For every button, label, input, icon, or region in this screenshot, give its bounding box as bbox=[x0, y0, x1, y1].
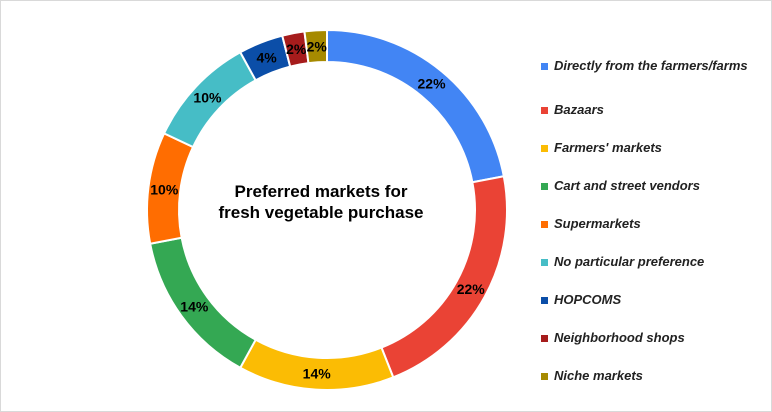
slice-label-2: 14% bbox=[303, 366, 332, 382]
slice-label-7: 2% bbox=[286, 41, 307, 57]
legend-item: No particular preference bbox=[539, 253, 764, 291]
slice-label-0: 22% bbox=[418, 76, 447, 92]
legend-item: Bazaars bbox=[539, 101, 764, 139]
legend-swatch bbox=[541, 297, 548, 304]
legend-swatch bbox=[541, 63, 548, 70]
slice-8 bbox=[303, 28, 328, 65]
legend-label: Niche markets bbox=[554, 368, 643, 383]
slice-label-3: 14% bbox=[180, 298, 209, 314]
legend-label: Neighborhood shops bbox=[554, 330, 685, 345]
legend-item: Neighborhood shops bbox=[539, 329, 764, 367]
legend-item: Niche markets bbox=[539, 367, 764, 405]
legend-label: Bazaars bbox=[554, 102, 604, 117]
legend: Directly from the farmers/farms Bazaars Fa… bbox=[539, 57, 764, 405]
legend-item: Supermarkets bbox=[539, 215, 764, 253]
legend-swatch bbox=[541, 335, 548, 342]
legend-item: HOPCOMS bbox=[539, 291, 764, 329]
slice-label-6: 4% bbox=[257, 50, 278, 66]
legend-swatch bbox=[541, 107, 548, 114]
legend-label: HOPCOMS bbox=[554, 292, 622, 307]
legend-label: Farmers' markets bbox=[554, 140, 662, 155]
slice-0 bbox=[326, 28, 505, 184]
legend-swatch bbox=[541, 183, 548, 190]
slice-label-8: 2% bbox=[307, 38, 328, 54]
legend-swatch bbox=[541, 221, 548, 228]
legend-label: Directly from the farmers/farms bbox=[554, 58, 748, 73]
legend-item: Farmers' markets bbox=[539, 139, 764, 177]
legend-item: Directly from the farmers/farms bbox=[539, 57, 764, 101]
legend-swatch bbox=[541, 373, 548, 380]
slice-label-5: 10% bbox=[193, 90, 222, 106]
legend-swatch bbox=[541, 145, 548, 152]
chart-title: Preferred markets for fresh vegetable pu… bbox=[218, 182, 424, 222]
slice-label-4: 10% bbox=[150, 181, 179, 197]
legend-swatch bbox=[541, 259, 548, 266]
legend-label: Cart and street vendors bbox=[554, 178, 700, 193]
legend-label: Supermarkets bbox=[554, 216, 641, 231]
legend-label: No particular preference bbox=[554, 254, 705, 269]
legend-item: Cart and street vendors bbox=[539, 177, 764, 215]
slice-label-1: 22% bbox=[457, 281, 486, 297]
